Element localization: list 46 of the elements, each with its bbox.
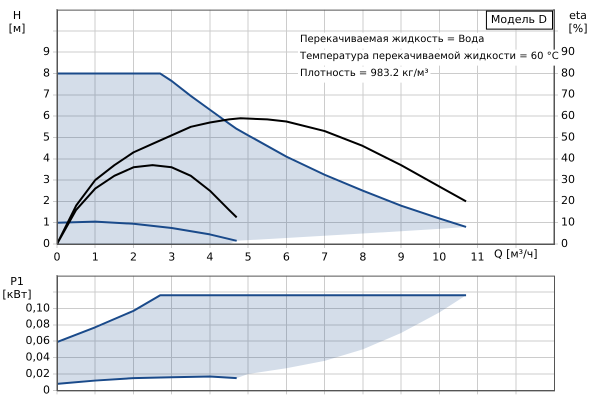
y-tick-label: 0,04: [26, 350, 50, 364]
y-tick-label: 8: [43, 66, 50, 80]
x-tick-label: 2: [130, 250, 137, 264]
y-axis-title: H [м]: [8, 8, 26, 35]
annotation: Плотность = 983.2 кг/м³: [300, 68, 428, 80]
y-tick-label: 0: [43, 383, 50, 396]
y2-tick-label: 60: [561, 109, 575, 122]
x-tick-label: 3: [168, 250, 176, 264]
y2-tick-label: 10: [561, 216, 575, 229]
y-tick-label: 3: [43, 172, 50, 186]
y2-tick-label: 20: [561, 194, 575, 208]
annotation: Перекачиваемая жидкость = Вода: [300, 34, 484, 46]
y2-tick-label: 30: [561, 172, 575, 186]
x-tick-label: 4: [206, 250, 214, 264]
x-tick-label: 5: [244, 250, 252, 264]
y-tick-label: 6: [43, 109, 50, 122]
y2-axis-title: eta [%]: [568, 8, 588, 35]
y-tick-label: 0,06: [26, 334, 50, 348]
x-tick-label: 8: [359, 250, 366, 264]
x-tick-label: 6: [282, 250, 290, 264]
y-axis-title: P1 [кВт]: [2, 274, 32, 301]
x-axis-title: Q [м³/ч]: [494, 247, 538, 260]
y-tick-label: 0,08: [26, 318, 50, 331]
x-tick-label: 11: [470, 250, 485, 264]
y2-tick-label: 70: [561, 88, 575, 101]
x-tick-label: 0: [54, 250, 60, 264]
x-tick-label: 9: [398, 250, 405, 264]
y-tick-label: 0,02: [26, 366, 50, 380]
x-tick-label: 10: [432, 250, 446, 264]
x-tick-label: 1: [92, 250, 99, 264]
y2-tick-label: 40: [561, 152, 575, 165]
y-tick-label: 5: [43, 130, 50, 144]
y-tick-label: 9: [43, 45, 50, 58]
annotation: Температура перекачиваемой жидкости = 60 °C: [299, 51, 559, 62]
y2-tick-label: 90: [561, 45, 575, 58]
y-tick-label: 0,10: [26, 301, 50, 314]
y2-tick-label: 0: [561, 236, 568, 250]
chart-title: Модель D: [490, 12, 547, 26]
x-tick-label: 7: [321, 250, 328, 264]
y-tick-label: 0: [43, 236, 50, 250]
y-tick-label: 1: [43, 216, 50, 229]
y-tick-label: 7: [43, 88, 50, 101]
y2-tick-label: 50: [561, 130, 575, 144]
y-tick-label: 4: [43, 152, 50, 165]
y-tick-label: 2: [43, 194, 50, 208]
y2-tick-label: 80: [561, 66, 575, 80]
